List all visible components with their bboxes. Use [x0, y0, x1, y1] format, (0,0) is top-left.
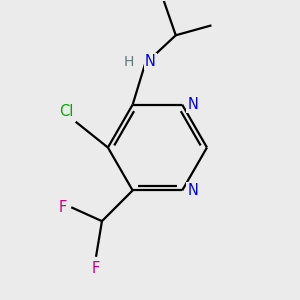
- Text: F: F: [59, 200, 67, 215]
- Text: N: N: [187, 183, 198, 198]
- Text: H: H: [124, 55, 134, 68]
- Text: N: N: [145, 54, 156, 69]
- Text: F: F: [92, 261, 100, 276]
- Text: N: N: [187, 97, 198, 112]
- Text: Cl: Cl: [59, 104, 73, 119]
